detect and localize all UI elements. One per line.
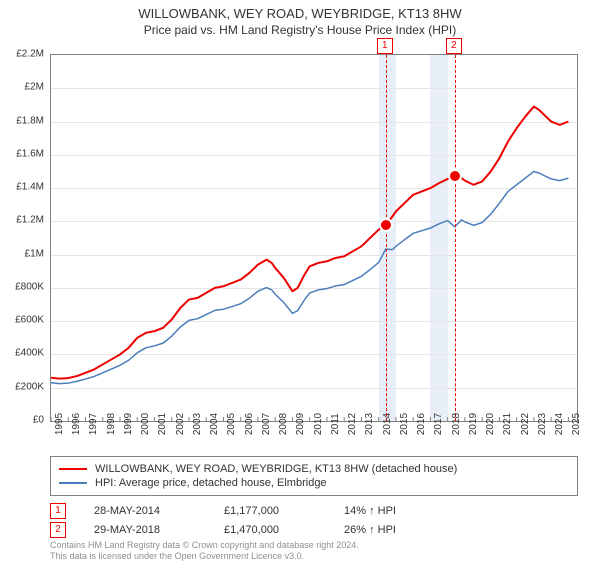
x-axis-tick-label: 2014 bbox=[382, 413, 393, 435]
x-axis-tick-label: 2015 bbox=[399, 413, 410, 435]
chart-marker-badge: 1 bbox=[377, 38, 393, 54]
x-axis-tick-label: 2013 bbox=[364, 413, 375, 435]
x-axis-tick-label: 1995 bbox=[54, 413, 65, 435]
x-axis-tick-label: 2022 bbox=[520, 413, 531, 435]
x-axis-tick-label: 1998 bbox=[106, 413, 117, 435]
y-axis-tick-label: £200K bbox=[0, 381, 44, 392]
x-axis-tick-label: 1997 bbox=[88, 413, 99, 435]
event-date: 29-MAY-2018 bbox=[94, 524, 224, 536]
y-axis-tick-label: £1.6M bbox=[0, 148, 44, 159]
event-price: £1,470,000 bbox=[224, 524, 344, 536]
x-axis-tick-label: 2018 bbox=[451, 413, 462, 435]
x-axis-tick-label: 2025 bbox=[571, 413, 582, 435]
event-row: 2 29-MAY-2018 £1,470,000 26% ↑ HPI bbox=[50, 522, 578, 538]
legend-label: WILLOWBANK, WEY ROAD, WEYBRIDGE, KT13 8H… bbox=[95, 463, 457, 475]
x-axis-tick-label: 2005 bbox=[226, 413, 237, 435]
x-axis-tick-label: 2007 bbox=[261, 413, 272, 435]
chart-legend: WILLOWBANK, WEY ROAD, WEYBRIDGE, KT13 8H… bbox=[50, 456, 578, 496]
x-axis-tick-label: 2003 bbox=[192, 413, 203, 435]
footer-line: Contains HM Land Registry data © Crown c… bbox=[50, 540, 359, 551]
y-axis-tick-label: £1M bbox=[0, 248, 44, 259]
chart-lines-svg bbox=[51, 55, 577, 421]
legend-swatch-blue bbox=[59, 482, 87, 484]
x-axis-tick-label: 2000 bbox=[140, 413, 151, 435]
legend-item: WILLOWBANK, WEY ROAD, WEYBRIDGE, KT13 8H… bbox=[59, 463, 569, 475]
event-date: 28-MAY-2014 bbox=[94, 505, 224, 517]
event-delta: 14% ↑ HPI bbox=[344, 505, 464, 517]
x-axis-tick-label: 2021 bbox=[502, 413, 513, 435]
chart-plot-area bbox=[50, 54, 578, 422]
y-axis-tick-label: £2.2M bbox=[0, 49, 44, 60]
x-axis-tick-label: 2011 bbox=[330, 413, 341, 435]
y-axis-tick-label: £2M bbox=[0, 82, 44, 93]
x-axis-tick-label: 2009 bbox=[295, 413, 306, 435]
x-axis-tick-label: 1996 bbox=[71, 413, 82, 435]
event-badge: 2 bbox=[50, 522, 66, 538]
x-axis-tick-label: 2008 bbox=[278, 413, 289, 435]
x-axis-tick-label: 2001 bbox=[157, 413, 168, 435]
x-axis-tick-label: 2024 bbox=[554, 413, 565, 435]
legend-swatch-red bbox=[59, 468, 87, 470]
event-delta: 26% ↑ HPI bbox=[344, 524, 464, 536]
x-axis-tick-label: 2006 bbox=[244, 413, 255, 435]
y-axis-tick-label: £1.4M bbox=[0, 182, 44, 193]
chart-title: WILLOWBANK, WEY ROAD, WEYBRIDGE, KT13 8H… bbox=[0, 6, 600, 21]
x-axis-tick-label: 2019 bbox=[468, 413, 479, 435]
y-axis-tick-label: £1.2M bbox=[0, 215, 44, 226]
y-axis-tick-label: £800K bbox=[0, 281, 44, 292]
y-axis-tick-label: £0 bbox=[0, 415, 44, 426]
chart-marker-badge: 2 bbox=[446, 38, 462, 54]
events-table: 1 28-MAY-2014 £1,177,000 14% ↑ HPI 2 29-… bbox=[50, 500, 578, 541]
y-axis-tick-label: £1.8M bbox=[0, 115, 44, 126]
x-axis-tick-label: 2023 bbox=[537, 413, 548, 435]
x-axis-tick-label: 2016 bbox=[416, 413, 427, 435]
event-row: 1 28-MAY-2014 £1,177,000 14% ↑ HPI bbox=[50, 503, 578, 519]
chart-series-line bbox=[51, 171, 568, 383]
chart-marker bbox=[379, 218, 393, 232]
x-axis-tick-label: 2004 bbox=[209, 413, 220, 435]
legend-label: HPI: Average price, detached house, Elmb… bbox=[95, 477, 327, 489]
chart-marker bbox=[448, 169, 462, 183]
legend-item: HPI: Average price, detached house, Elmb… bbox=[59, 477, 569, 489]
x-axis-tick-label: 2017 bbox=[433, 413, 444, 435]
event-price: £1,177,000 bbox=[224, 505, 344, 517]
y-axis-tick-label: £600K bbox=[0, 315, 44, 326]
x-axis-tick-label: 2002 bbox=[175, 413, 186, 435]
y-axis-tick-label: £400K bbox=[0, 348, 44, 359]
chart-series-line bbox=[51, 107, 568, 379]
x-axis-tick-label: 2010 bbox=[313, 413, 324, 435]
event-badge: 1 bbox=[50, 503, 66, 519]
x-axis-tick-label: 1999 bbox=[123, 413, 134, 435]
x-axis-tick-label: 2020 bbox=[485, 413, 496, 435]
chart-subtitle: Price paid vs. HM Land Registry's House … bbox=[0, 23, 600, 37]
footer-attribution: Contains HM Land Registry data © Crown c… bbox=[50, 540, 359, 562]
x-axis-tick-label: 2012 bbox=[347, 413, 358, 435]
